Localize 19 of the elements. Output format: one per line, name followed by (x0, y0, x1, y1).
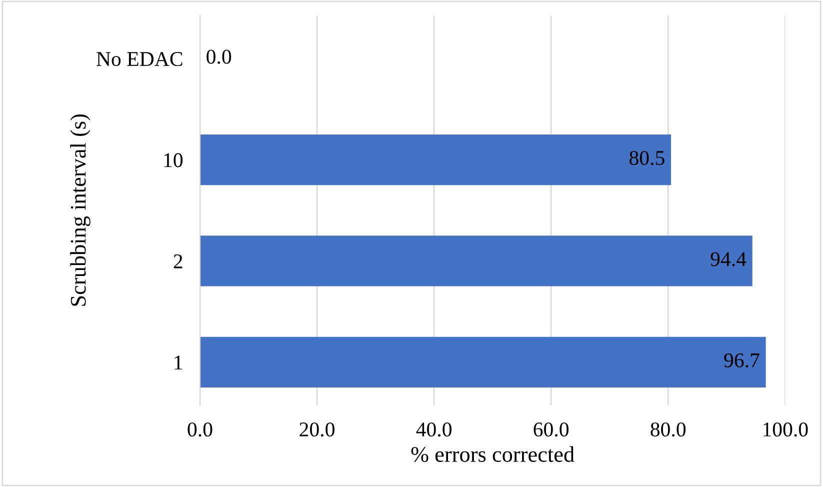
data-label: 80.5 (630, 150, 664, 166)
x-tick-label: 40.0 (416, 422, 452, 437)
x-tick-label: 0.0 (188, 422, 212, 437)
x-tick-label: 60.0 (534, 422, 569, 437)
y-axis-title: Scrubbing interval (s) (70, 114, 90, 306)
y-tick-label: 2 (174, 254, 182, 268)
data-label: 0.0 (206, 50, 232, 64)
bar (200, 336, 766, 388)
x-tick-label: 80.0 (650, 422, 686, 437)
x-tick-label: 100.0 (764, 422, 808, 437)
y-tick-label: 10 (164, 153, 183, 168)
x-tick-label: 20.0 (300, 422, 334, 437)
data-label: 96.7 (724, 353, 760, 368)
bar (200, 134, 672, 186)
x-axis-title: % errors corrected (411, 446, 574, 462)
bar (200, 236, 752, 286)
data-label: 94.4 (710, 252, 746, 266)
y-tick-label: 1 (174, 356, 182, 370)
y-tick-label: No EDAC (96, 52, 182, 66)
